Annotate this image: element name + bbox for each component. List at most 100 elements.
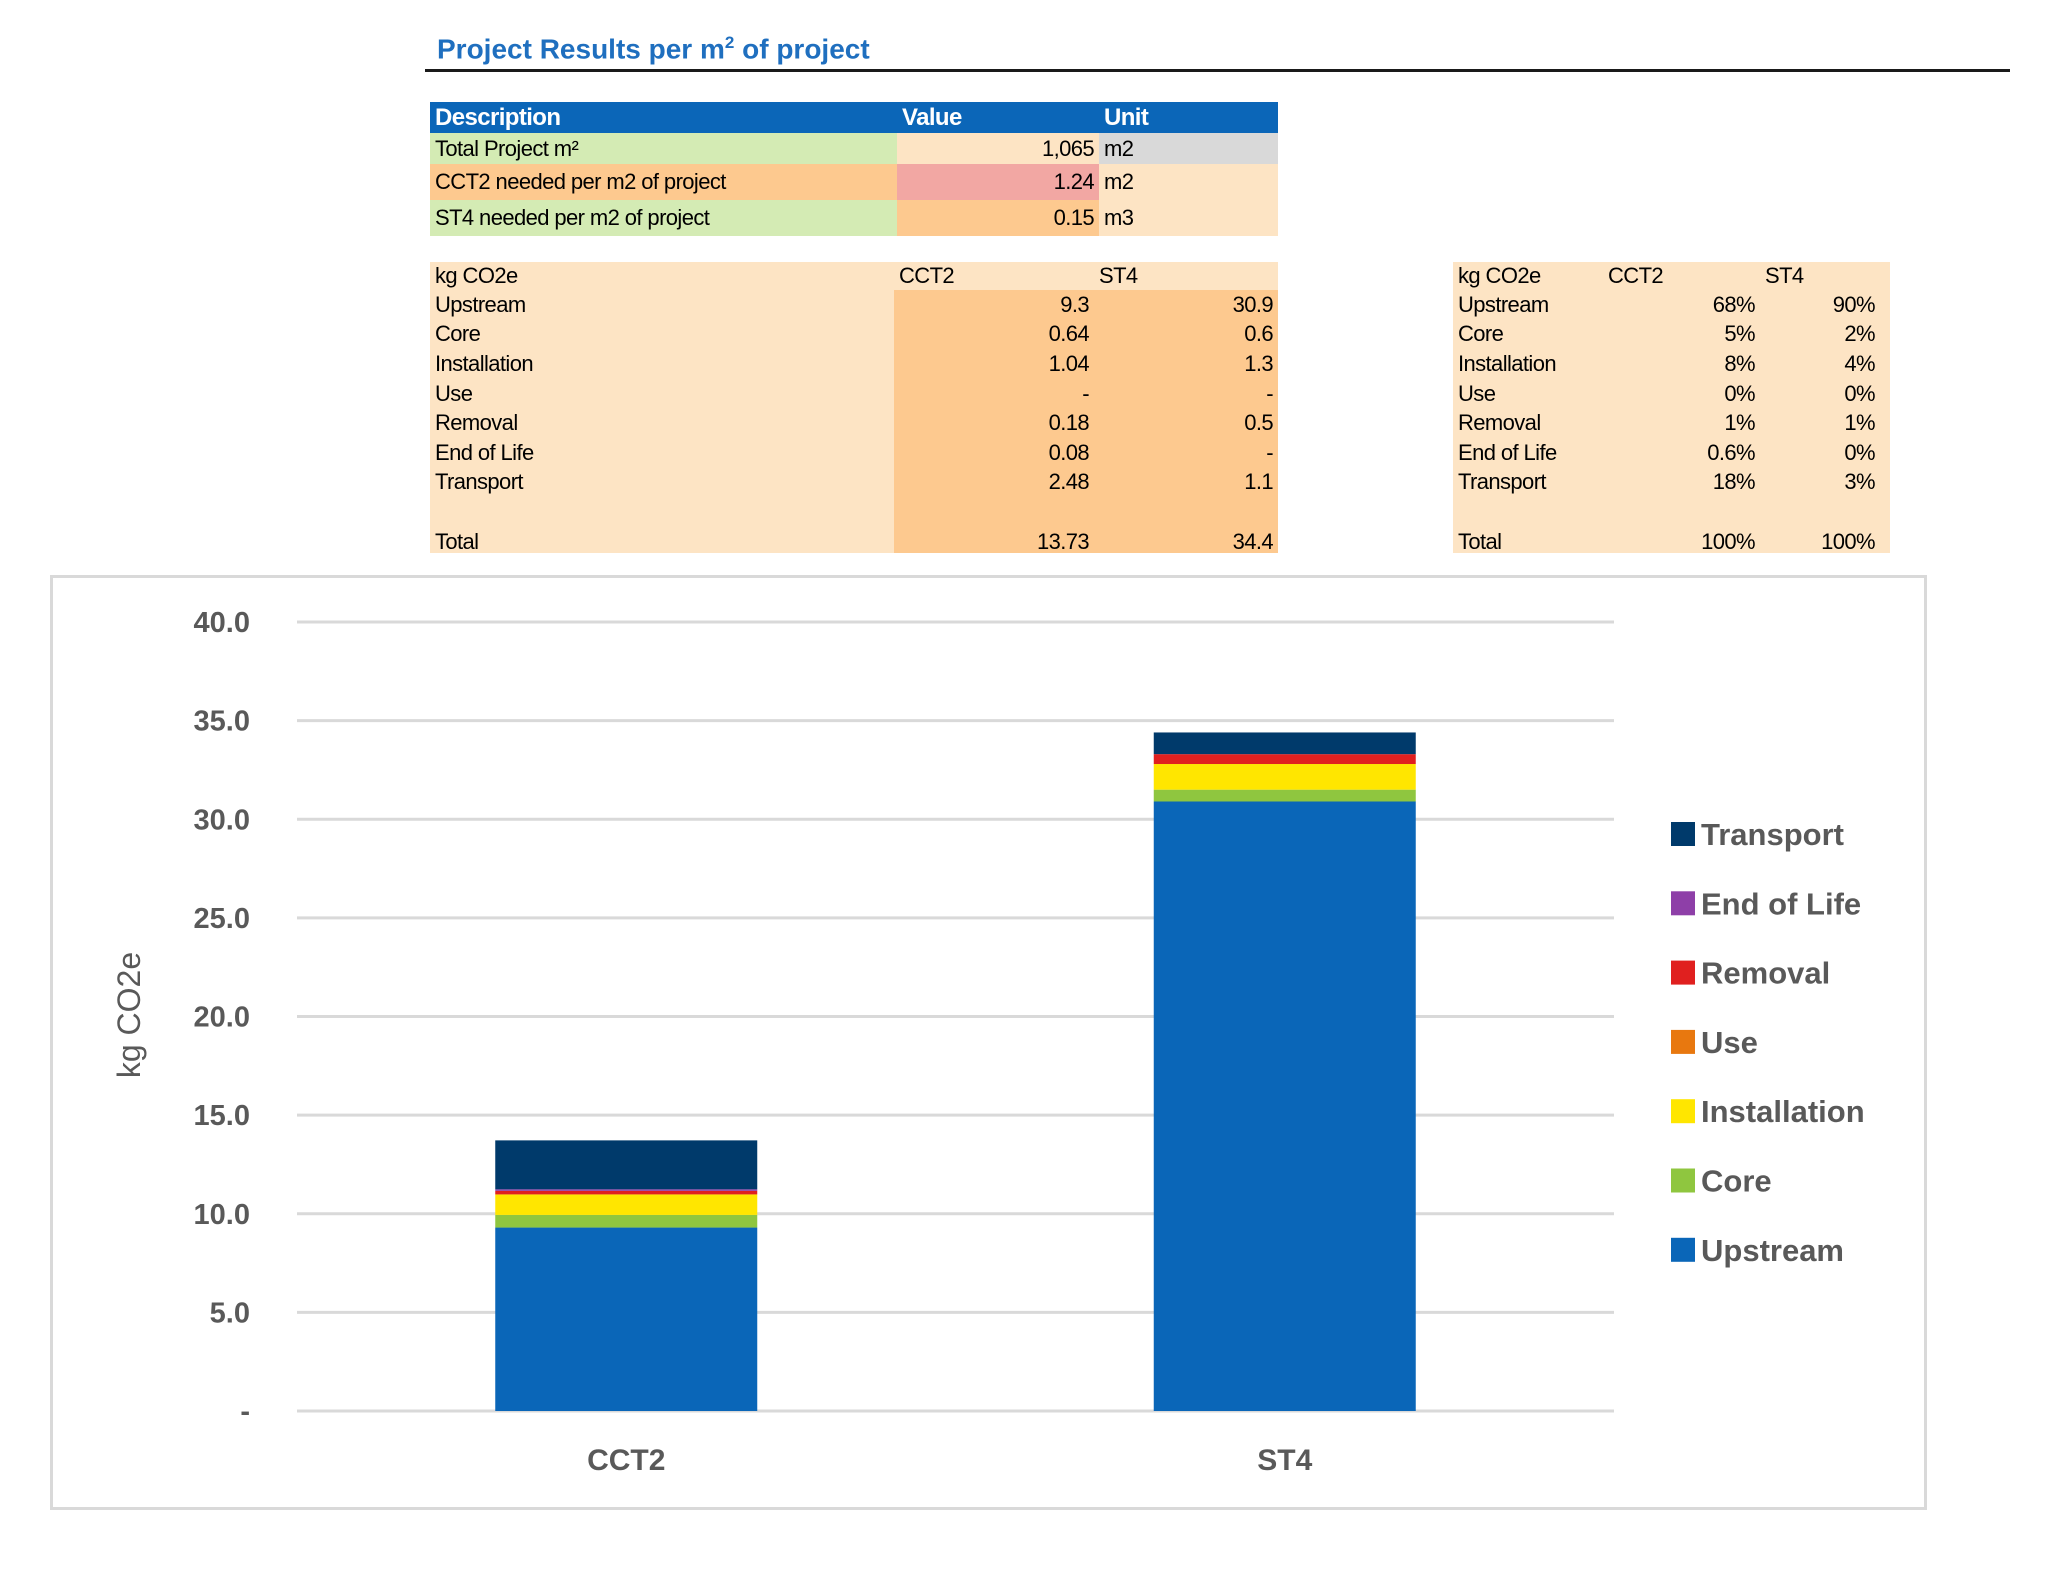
row-upstream: Upstream 68% 90% bbox=[1453, 290, 1890, 320]
page-title: Project Results per m2 of project bbox=[437, 33, 870, 65]
legend-swatch-installation bbox=[1671, 1099, 1695, 1124]
x-category-label: CCT2 bbox=[587, 1444, 665, 1477]
cct2-value: 0% bbox=[1724, 380, 1755, 406]
summary-row: Total Project m² 1,065 m2 bbox=[430, 133, 1278, 164]
row-label bbox=[1453, 497, 1603, 527]
bar-segment-st4-installation bbox=[1153, 764, 1416, 790]
row-installation: Installation 1.04 1.3 bbox=[430, 349, 1278, 379]
bar-segment-cct2-installation bbox=[495, 1194, 758, 1215]
row-label: Removal bbox=[1458, 410, 1541, 436]
stacked-bar-chart: - 5.0 10.0 15.0 20.0 25.0 30.0 35.0 40.0 kg CO2e C… bbox=[50, 575, 1927, 1510]
row-total: Total 13.73 34.4 bbox=[430, 527, 1278, 553]
row-label: Transport bbox=[435, 469, 524, 495]
bar-segment-st4-removal bbox=[1153, 754, 1416, 765]
bar-segment-cct2-removal bbox=[495, 1190, 758, 1195]
values-shading bbox=[894, 290, 1278, 553]
summary-cell-description: CCT2 needed per m2 of project bbox=[430, 164, 897, 200]
row-label: Core bbox=[435, 321, 481, 347]
column-header-st4: ST4 bbox=[1099, 263, 1138, 288]
title-superscript: 2 bbox=[724, 33, 735, 52]
summary-cell-value: 0.15 bbox=[897, 200, 1099, 236]
row-upstream: Upstream 9.3 30.9 bbox=[430, 290, 1278, 320]
st4-value bbox=[1094, 497, 1278, 527]
legend-label: Use bbox=[1701, 1025, 1758, 1060]
summary-cell-unit: m2 bbox=[1099, 133, 1278, 164]
bar-segment-cct2-core bbox=[495, 1214, 758, 1228]
summary-header-row: Description Value Unit bbox=[430, 102, 1278, 133]
summary-cell-value: 1.24 bbox=[897, 164, 1099, 200]
chart-canvas: - 5.0 10.0 15.0 20.0 25.0 30.0 35.0 40.0 kg CO2e C… bbox=[111, 607, 1865, 1477]
row-end-of-life: End of Life 0.08 - bbox=[430, 438, 1278, 468]
y-tick-label: 5.0 bbox=[210, 1297, 250, 1329]
row-label: End of Life bbox=[1458, 439, 1557, 465]
row-removal: Removal 1% 1% bbox=[1453, 408, 1890, 438]
legend-swatch-use bbox=[1671, 1029, 1695, 1054]
cct2-value: 18% bbox=[1712, 469, 1756, 495]
legend-swatch-core bbox=[1671, 1168, 1695, 1193]
column-header-st4: ST4 bbox=[1765, 263, 1804, 288]
bar-segment-st4-core bbox=[1153, 789, 1416, 802]
row-label: Removal bbox=[435, 410, 518, 436]
y-axis-title: kg CO2e bbox=[111, 952, 147, 1078]
summary-row: ST4 needed per m2 of project 0.15 m3 bbox=[430, 200, 1278, 236]
st4-value: 0.6 bbox=[1244, 321, 1273, 347]
row-transport: Transport 2.48 1.1 bbox=[430, 468, 1278, 498]
y-tick-label: 30.0 bbox=[194, 804, 250, 836]
cct2-value: 13.73 bbox=[1036, 528, 1090, 553]
row-label: Total bbox=[1458, 528, 1502, 553]
summary-cell-unit: m3 bbox=[1099, 200, 1278, 236]
legend-label: Core bbox=[1701, 1164, 1772, 1199]
row-label: Use bbox=[1458, 380, 1496, 406]
bar-segment-cct2-end-of-life bbox=[495, 1189, 758, 1191]
row-use: Use 0% 0% bbox=[1453, 379, 1890, 409]
row-label: Upstream bbox=[1458, 291, 1549, 317]
summary-cell-unit: m2 bbox=[1099, 164, 1278, 200]
summary-row: CCT2 needed per m2 of project 1.24 m2 bbox=[430, 164, 1278, 200]
st4-value: 0% bbox=[1844, 439, 1875, 465]
row-label: Transport bbox=[1458, 469, 1547, 495]
st4-value: - bbox=[1266, 380, 1273, 406]
y-tick-label: 15.0 bbox=[194, 1100, 250, 1132]
cct2-value: - bbox=[1082, 380, 1089, 406]
row-removal: Removal 0.18 0.5 bbox=[430, 408, 1278, 438]
y-tick-label: 10.0 bbox=[194, 1199, 250, 1231]
cct2-value: 5% bbox=[1724, 321, 1755, 347]
y-tick-label: 20.0 bbox=[194, 1002, 250, 1034]
x-category-label: ST4 bbox=[1257, 1444, 1312, 1477]
legend-swatch-end-of-life bbox=[1671, 891, 1695, 916]
column-header-unit: Unit bbox=[1104, 103, 1149, 131]
st4-value: 0.5 bbox=[1244, 410, 1273, 436]
st4-value: 34.4 bbox=[1232, 528, 1274, 553]
legend-label: Removal bbox=[1701, 956, 1830, 991]
y-tick-label: 35.0 bbox=[194, 706, 250, 738]
cct2-value: 1% bbox=[1724, 410, 1755, 436]
row-installation: Installation 8% 4% bbox=[1453, 349, 1890, 379]
legend-label: Transport bbox=[1701, 817, 1844, 852]
cct2-value: 1.04 bbox=[1048, 350, 1090, 376]
cct2-value: 0.18 bbox=[1048, 410, 1090, 436]
legend-label: Upstream bbox=[1701, 1233, 1844, 1268]
legend-label: Installation bbox=[1701, 1094, 1865, 1129]
cct2-value: 0.6% bbox=[1707, 439, 1755, 465]
row-label: Total bbox=[435, 528, 479, 553]
row-label: Installation bbox=[435, 350, 534, 376]
cct2-value bbox=[1603, 497, 1760, 527]
row-transport: Transport 18% 3% bbox=[1453, 468, 1890, 498]
title-text: Project Results per m bbox=[437, 33, 725, 65]
spacer-row bbox=[430, 497, 1278, 527]
column-header-description: Description bbox=[435, 103, 561, 131]
cct2-value: 100% bbox=[1701, 528, 1755, 553]
cct2-value: 68% bbox=[1712, 291, 1756, 317]
emissions-absolute-table: kg CO2e CCT2 ST4 Upstream 9.3 30.9 Core 0.64… bbox=[430, 262, 1278, 553]
column-header-value: Value bbox=[902, 103, 962, 131]
bar-segment-cct2-transport bbox=[495, 1140, 758, 1190]
st4-value: 0% bbox=[1844, 380, 1875, 406]
cct2-value: 2.48 bbox=[1048, 469, 1090, 495]
row-label: Core bbox=[1458, 321, 1504, 347]
row-label: End of Life bbox=[435, 439, 534, 465]
legend-label: End of Life bbox=[1701, 886, 1861, 921]
row-core: Core 5% 2% bbox=[1453, 320, 1890, 350]
column-header-cct2: CCT2 bbox=[1608, 263, 1664, 288]
column-header-cct2: CCT2 bbox=[899, 263, 955, 288]
st4-value: 100% bbox=[1821, 528, 1875, 553]
